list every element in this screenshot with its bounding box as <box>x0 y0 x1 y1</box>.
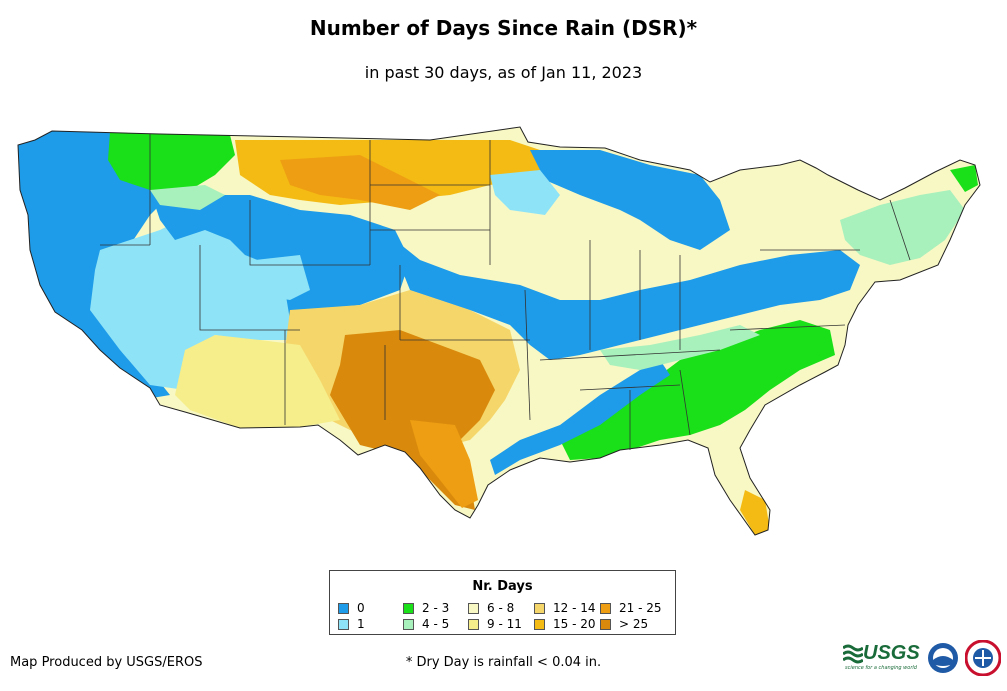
legend-label: 0 <box>357 601 365 615</box>
legend-swatch <box>600 603 611 614</box>
region-central-band-0 <box>395 240 860 360</box>
region-southeast-2-3 <box>560 320 835 460</box>
legend-item: 9 - 11 <box>468 617 522 631</box>
legend-label: 12 - 14 <box>553 601 596 615</box>
legend-title: Nr. Days <box>472 579 533 594</box>
legend-item: 15 - 20 <box>534 617 596 631</box>
credit-text: Map Produced by USGS/EROS <box>10 655 203 670</box>
nws-logo-icon <box>965 640 1001 676</box>
legend-item: 2 - 3 <box>403 601 449 615</box>
legend-item: 6 - 8 <box>468 601 514 615</box>
legend-swatch <box>403 603 414 614</box>
region-southwest-9-11 <box>175 335 340 428</box>
legend-item: 4 - 5 <box>403 617 449 631</box>
usgs-tagline: science for a changing world <box>845 665 917 671</box>
legend-label: 15 - 20 <box>553 617 596 631</box>
region-lower-mississippi-0 <box>490 360 670 475</box>
region-dakota-21-25 <box>280 155 440 210</box>
legend-swatch <box>338 619 349 630</box>
legend-swatch <box>403 619 414 630</box>
usgs-logo-icon <box>843 644 863 664</box>
region-florida-15-20 <box>740 490 770 535</box>
legend-item: 0 <box>338 601 365 615</box>
region-colorado-1 <box>255 255 310 300</box>
region-texas-21-25 <box>410 420 478 508</box>
legend-label: 21 - 25 <box>619 601 662 615</box>
us-outline <box>17 126 981 536</box>
region-great-lakes-0 <box>530 150 730 250</box>
legend-swatch <box>338 603 349 614</box>
legend-swatch <box>534 603 545 614</box>
footnote-text: * Dry Day is rainfall < 0.04 in. <box>405 655 602 670</box>
legend-item: 1 <box>338 617 365 631</box>
legend-swatch <box>600 619 611 630</box>
map-subtitle: in past 30 days, as of Jan 11, 2023 <box>364 63 643 82</box>
legend-item: > 25 <box>600 617 648 631</box>
us-dsr-map <box>17 126 981 536</box>
usgs-logo-text: USGS <box>863 642 920 664</box>
legend: Nr. Days 0 1 2 - 3 4 - 5 6 - 8 9 - 11 12 - 14 1… <box>329 570 676 635</box>
legend-item: 12 - 14 <box>534 601 596 615</box>
region-montana-2-3 <box>108 132 235 190</box>
region-maine-2-3 <box>950 165 978 192</box>
noaa-logo-icon <box>928 643 958 673</box>
legend-swatch <box>468 603 479 614</box>
legend-label: 6 - 8 <box>487 601 515 615</box>
legend-swatch <box>468 619 479 630</box>
region-northeast-4-5 <box>840 190 965 265</box>
region-montana-4-5 <box>150 185 225 210</box>
region-rockies-0 <box>150 190 410 320</box>
agency-logos: USGS science for a changing world <box>843 638 1003 678</box>
legend-label: 2 - 3 <box>422 601 450 615</box>
legend-item: 21 - 25 <box>600 601 662 615</box>
region-west-coast-0 <box>18 130 170 400</box>
legend-label: 1 <box>357 617 365 631</box>
legend-label: > 25 <box>619 617 649 631</box>
legend-label: 4 - 5 <box>422 617 450 631</box>
legend-swatch <box>534 619 545 630</box>
state-boundaries <box>100 134 911 450</box>
map-title: Number of Days Since Rain (DSR)* <box>309 16 698 40</box>
region-upper-midwest-1 <box>490 170 560 215</box>
legend-label: 9 - 11 <box>487 617 522 631</box>
